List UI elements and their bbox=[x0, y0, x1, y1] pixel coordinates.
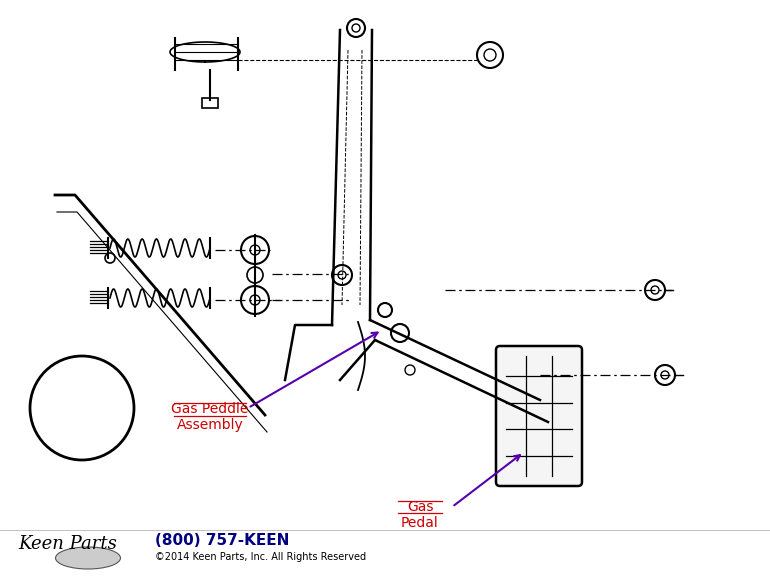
Ellipse shape bbox=[55, 547, 120, 569]
FancyBboxPatch shape bbox=[496, 346, 582, 486]
Text: (800) 757-KEEN: (800) 757-KEEN bbox=[155, 533, 290, 548]
Text: ©2014 Keen Parts, Inc. All Rights Reserved: ©2014 Keen Parts, Inc. All Rights Reserv… bbox=[155, 552, 366, 562]
Text: Gas Peddle
Assembly: Gas Peddle Assembly bbox=[171, 402, 249, 432]
Text: Keen Parts: Keen Parts bbox=[18, 535, 117, 553]
Text: Gas
Pedal: Gas Pedal bbox=[401, 500, 439, 530]
Bar bbox=[202, 98, 218, 108]
